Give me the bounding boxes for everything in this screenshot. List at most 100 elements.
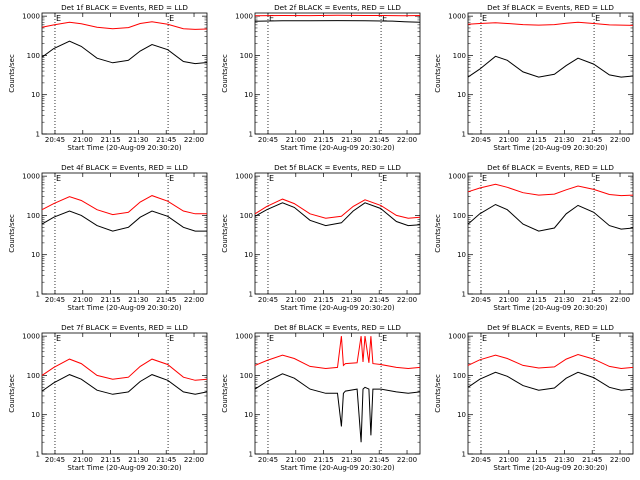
x-tick-label: 21:00 — [73, 296, 93, 304]
y-tick-label: 1000 — [448, 173, 466, 181]
events-series-line — [467, 203, 634, 232]
events-series-line — [41, 374, 208, 395]
x-tick-label: 22:00 — [397, 456, 417, 464]
plot-frame — [254, 332, 421, 455]
events-series-line — [41, 40, 208, 65]
x-tick-label: 21:45 — [369, 296, 389, 304]
y-axis-label: Counts/sec — [434, 374, 442, 413]
plot-frame — [41, 12, 208, 135]
x-tick-label: 21:15 — [101, 296, 121, 304]
y-axis-label: Counts/sec — [8, 214, 16, 253]
x-tick-label: 21:00 — [73, 456, 93, 464]
x-tick-label: 21:00 — [286, 136, 306, 144]
detector-panel: Det 8f BLACK = Events, RED = LLD 1 10 100 10… — [221, 323, 421, 472]
y-axis-label: Counts/sec — [221, 54, 229, 93]
x-tick-label: 22:00 — [184, 456, 204, 464]
detector-panel: Det 2f BLACK = Events, RED = LLD 1 10 100 10… — [221, 3, 421, 152]
x-tick-label: 21:15 — [101, 136, 121, 144]
panel-title: Det 7f BLACK = Events, RED = LLD — [61, 323, 188, 332]
events-series-line — [254, 373, 421, 443]
lld-series-line — [254, 198, 421, 219]
y-axis-label: Counts/sec — [8, 374, 16, 413]
y-tick-label: 10 — [31, 91, 40, 99]
y-tick-label: 1 — [36, 451, 40, 459]
plot-frame — [467, 332, 634, 455]
lld-series-line — [254, 336, 421, 370]
x-tick-label: 22:00 — [610, 136, 630, 144]
lld-series-line — [41, 195, 207, 216]
lld-series-line — [467, 183, 634, 197]
x-tick-label: 20:45 — [258, 296, 278, 304]
y-axis-label: Counts/sec — [221, 214, 229, 253]
x-tick-label: 21:15 — [527, 296, 547, 304]
lld-series-line — [467, 353, 634, 370]
y-tick-label: 10 — [457, 91, 466, 99]
y-tick-label: 100 — [453, 212, 466, 220]
panel-title: Det 6f BLACK = Events, RED = LLD — [487, 163, 614, 172]
panel-title: Det 4f BLACK = Events, RED = LLD — [61, 163, 188, 172]
x-tick-label: 21:15 — [314, 456, 334, 464]
x-tick-label: 21:45 — [156, 456, 176, 464]
x-tick-label: 21:00 — [499, 296, 519, 304]
x-axis-label: Start Time (20-Aug-09 20:30:20) — [493, 304, 607, 312]
x-tick-label: 21:00 — [499, 136, 519, 144]
event-marker-label: E — [56, 174, 61, 183]
y-tick-label: 1 — [36, 131, 40, 139]
event-marker-label: E — [269, 334, 274, 343]
y-tick-label: 1000 — [22, 173, 40, 181]
events-series-line — [467, 55, 634, 78]
event-marker-label: E — [595, 174, 600, 183]
x-axis-label: Start Time (20-Aug-09 20:30:20) — [67, 464, 181, 472]
x-tick-label: 21:15 — [527, 456, 547, 464]
y-tick-label: 100 — [240, 212, 253, 220]
event-marker-label: E — [56, 334, 61, 343]
event-marker-label: E — [382, 334, 387, 343]
x-axis-label: Start Time (20-Aug-09 20:30:20) — [493, 464, 607, 472]
y-tick-label: 100 — [240, 372, 253, 380]
x-tick-label: 21:45 — [582, 136, 602, 144]
event-marker-label: E — [595, 14, 600, 23]
y-tick-label: 1000 — [235, 333, 253, 341]
y-tick-label: 100 — [453, 52, 466, 60]
plot-frame — [254, 12, 421, 135]
y-tick-label: 10 — [31, 251, 40, 259]
events-series-line — [254, 202, 421, 227]
x-tick-label: 21:30 — [554, 456, 574, 464]
event-marker-label: E — [382, 174, 387, 183]
x-axis-label: Start Time (20-Aug-09 20:30:20) — [67, 144, 181, 152]
y-tick-label: 1 — [462, 451, 466, 459]
x-axis-label: Start Time (20-Aug-09 20:30:20) — [493, 144, 607, 152]
y-tick-label: 100 — [27, 372, 40, 380]
y-tick-label: 1000 — [448, 13, 466, 21]
event-marker-label: E — [56, 14, 61, 23]
x-tick-label: 21:30 — [341, 296, 361, 304]
panel-title: Det 3f BLACK = Events, RED = LLD — [487, 3, 614, 12]
y-tick-label: 10 — [457, 411, 466, 419]
x-tick-label: 21:45 — [156, 296, 176, 304]
y-tick-label: 1000 — [235, 13, 253, 21]
x-tick-label: 20:45 — [471, 456, 491, 464]
detector-panel: Det 3f BLACK = Events, RED = LLD 1 10 100 10… — [434, 3, 634, 152]
x-tick-label: 22:00 — [184, 296, 204, 304]
event-marker-label: E — [482, 14, 487, 23]
event-marker-label: E — [595, 334, 600, 343]
detector-panel: Det 5f BLACK = Events, RED = LLD 1 10 100 10… — [221, 163, 421, 312]
y-tick-label: 10 — [244, 411, 253, 419]
x-tick-label: 20:45 — [45, 296, 65, 304]
x-tick-label: 22:00 — [610, 296, 630, 304]
x-tick-label: 21:15 — [527, 136, 547, 144]
y-tick-label: 10 — [244, 91, 253, 99]
x-tick-label: 22:00 — [397, 136, 417, 144]
panel-title: Det 9f BLACK = Events, RED = LLD — [487, 323, 614, 332]
x-axis-label: Start Time (20-Aug-09 20:30:20) — [280, 304, 394, 312]
plot-frame — [467, 172, 634, 295]
detector-panel: Det 1f BLACK = Events, RED = LLD 1 10 100 10… — [8, 3, 208, 152]
x-tick-label: 21:30 — [128, 136, 148, 144]
detector-panel: Det 7f BLACK = Events, RED = LLD 1 10 100 10… — [8, 323, 208, 472]
x-tick-label: 21:30 — [554, 136, 574, 144]
y-tick-label: 1 — [249, 131, 253, 139]
x-tick-label: 21:30 — [554, 296, 574, 304]
y-tick-label: 100 — [27, 52, 40, 60]
detector-panel: Det 9f BLACK = Events, RED = LLD 1 10 100 10… — [434, 323, 634, 472]
